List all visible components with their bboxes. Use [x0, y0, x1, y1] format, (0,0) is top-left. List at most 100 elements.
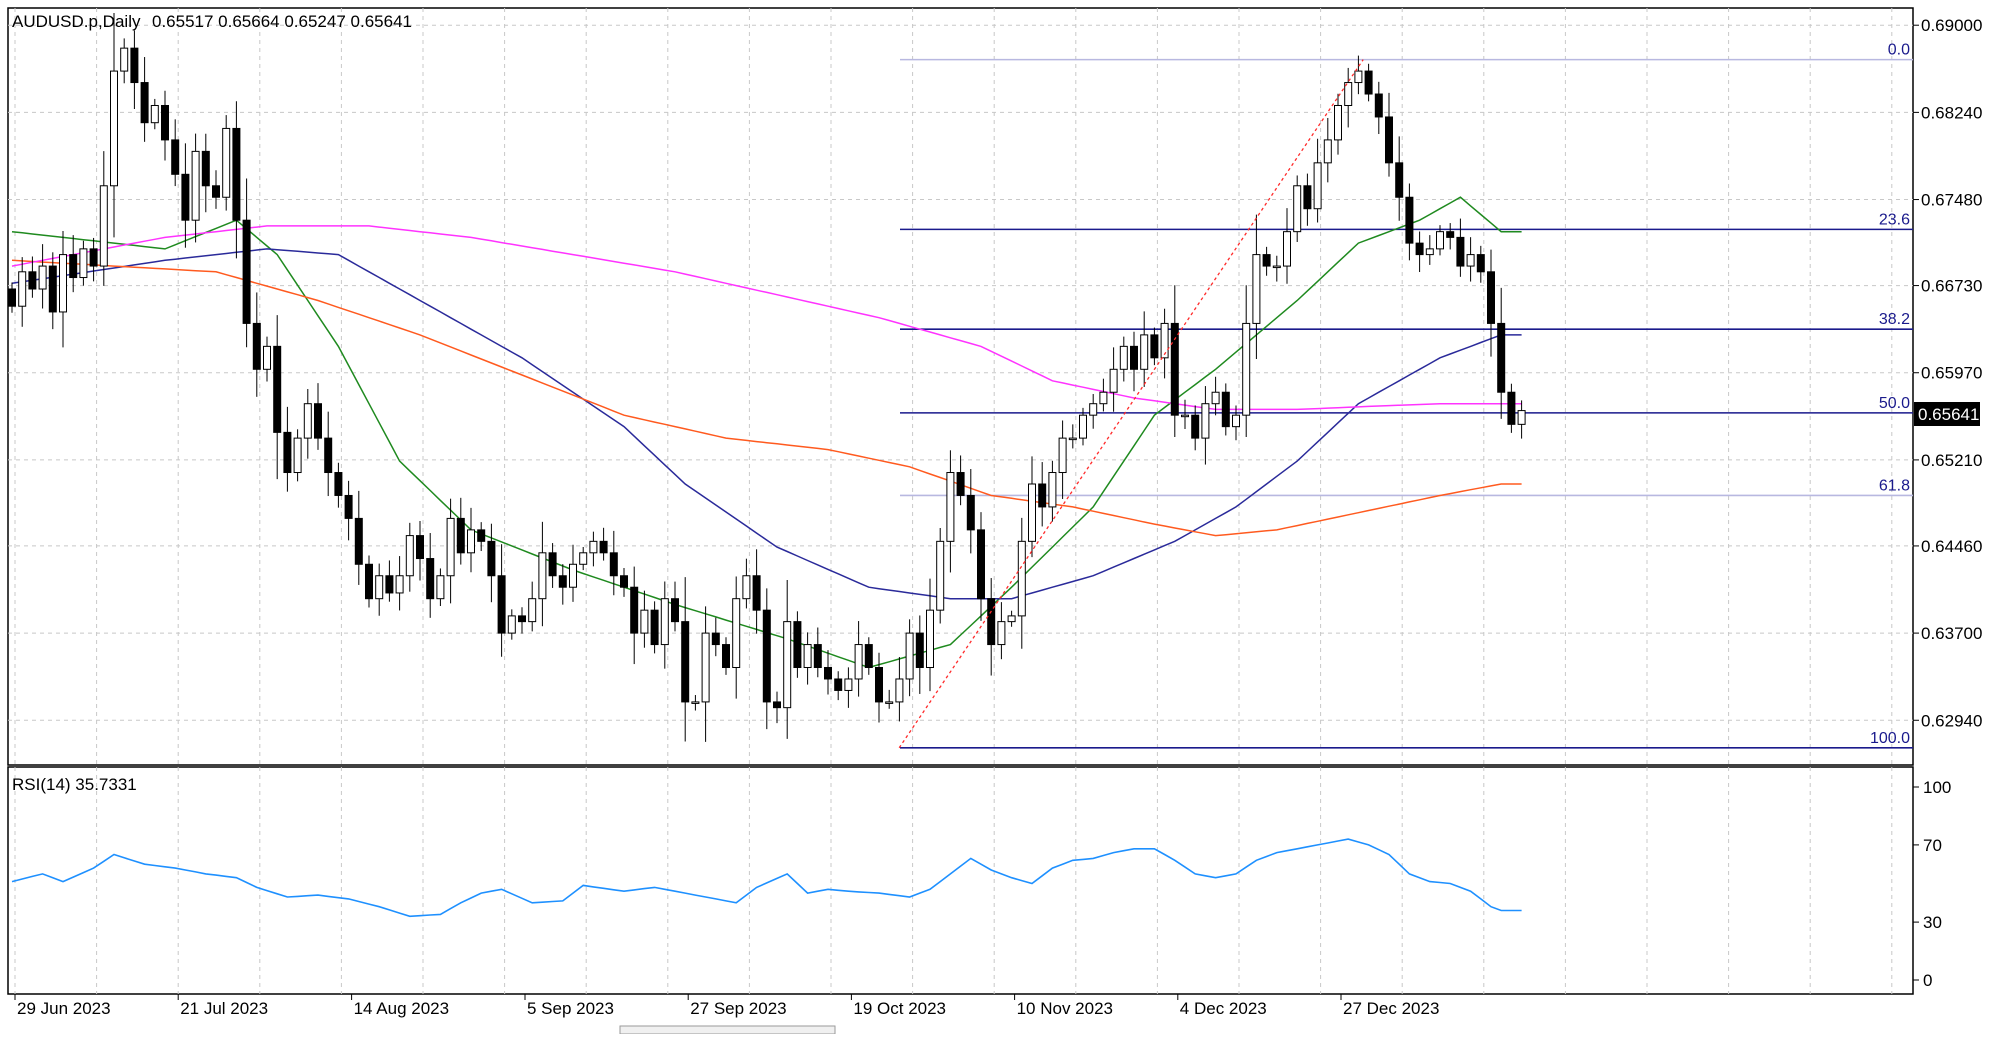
candle-body [926, 609, 934, 669]
candle-body [1395, 162, 1404, 198]
current-price-marker [1914, 402, 1980, 426]
candle-body [1242, 322, 1251, 416]
time-tick-label: 19 Oct 2023 [853, 999, 946, 1018]
time-tick-label: 27 Dec 2023 [1343, 999, 1439, 1018]
candle-body [844, 678, 853, 691]
price-tick-label: 0.69000 [1921, 16, 1982, 35]
candle-body [681, 621, 690, 703]
candle-body [150, 104, 159, 124]
candle-body [1048, 472, 1057, 508]
candle-body [875, 667, 883, 703]
candle-body [69, 254, 78, 279]
candle-body [273, 345, 282, 433]
fibonacci-levels: 0.0 23.6 38.2 50.0 61.8 100.0 [900, 42, 1913, 749]
candle-body [864, 644, 873, 669]
candle-body [579, 552, 588, 565]
candle-body [1334, 104, 1342, 141]
candle-body [1058, 437, 1067, 474]
candle-body [895, 678, 904, 703]
candle-body [1191, 414, 1200, 439]
candle-body [1181, 414, 1189, 418]
candle-body [201, 150, 210, 187]
rsi-line [11, 838, 1522, 918]
price-tick-label: 0.65970 [1921, 364, 1982, 383]
price-tick-label: 0.64460 [1921, 537, 1982, 556]
candle-body [161, 104, 169, 141]
candle-body [99, 185, 108, 267]
candle-body [762, 609, 771, 703]
candle-body [722, 644, 730, 669]
candle-body [477, 529, 486, 542]
candle-body [1313, 162, 1322, 210]
trend-line [898, 59, 1364, 749]
candle-body [416, 535, 424, 560]
candle-body [1109, 368, 1118, 393]
current-price-label: 0.65641 [1918, 405, 1979, 424]
candle-body [426, 558, 435, 600]
time-tick-label: 14 Aug 2023 [354, 999, 449, 1018]
candle-body [314, 403, 322, 439]
candle-body [354, 517, 363, 565]
candle-body [212, 185, 220, 198]
candle-body [28, 271, 37, 290]
candle-body [1446, 231, 1455, 238]
candle-body [242, 219, 251, 324]
candle-body [1374, 93, 1383, 118]
time-axis: 29 Jun 2023 21 Jul 2023 14 Aug 2023 5 Sep 2… [14, 994, 1439, 1018]
candle-body [660, 598, 669, 646]
candles [8, 13, 1526, 742]
candle-body [834, 678, 843, 691]
candle-body [966, 494, 975, 531]
fib-trend-line [898, 59, 1364, 749]
moving-average-line [11, 259, 1522, 537]
moving-average-line [11, 248, 1522, 600]
price-tick-label: 0.68240 [1921, 103, 1982, 122]
candle-body [824, 667, 832, 680]
candle-body [1487, 271, 1495, 324]
candle-body [1364, 70, 1373, 95]
candle-body [752, 575, 761, 611]
price-tick-label: 0.67480 [1921, 191, 1982, 210]
candle-body [120, 47, 129, 72]
candle-body [691, 701, 700, 704]
time-tick-label: 21 Jul 2023 [180, 999, 268, 1018]
candle-body [110, 70, 118, 187]
candle-body [589, 540, 598, 554]
candle-body [538, 552, 547, 600]
candle-body [936, 540, 945, 611]
candle-body [467, 529, 475, 554]
candle-body [8, 288, 16, 307]
candle-body [558, 575, 567, 588]
candle-body [283, 431, 292, 474]
candle-body [1099, 391, 1108, 405]
price-tick-label: 0.65210 [1921, 451, 1982, 470]
fib-level-label: 100.0 [1870, 730, 1910, 747]
candle-body [1476, 254, 1485, 273]
candle-body [905, 632, 914, 680]
horizontal-scrollbar[interactable] [619, 1025, 836, 1035]
candle-body [711, 632, 720, 646]
candle-body [1497, 322, 1506, 393]
candle-body [548, 552, 557, 577]
candle-body [497, 575, 506, 634]
candle-body [640, 609, 649, 634]
candle-body [252, 322, 261, 370]
candle-body [1038, 483, 1047, 508]
rsi-label: RSI(14) 35.7331 [12, 775, 137, 794]
candle-body [18, 271, 27, 307]
candle-body [446, 517, 455, 577]
candle-body [732, 598, 741, 669]
price-axis: 0.69000 0.68240 0.67480 0.66730 0.65970 0.652… [1913, 16, 1982, 730]
candle-body [630, 586, 639, 634]
candle-body [365, 563, 373, 600]
candle-body [79, 248, 88, 279]
candle-body [1252, 254, 1261, 324]
candle-body [885, 701, 894, 704]
rsi-panel-frame [7, 766, 1914, 995]
candle-body [671, 598, 679, 623]
candle-body [1466, 254, 1475, 267]
candle-body [1017, 540, 1026, 617]
candle-body [1068, 437, 1077, 441]
candle-body [742, 575, 751, 600]
candle-body [1150, 334, 1159, 359]
